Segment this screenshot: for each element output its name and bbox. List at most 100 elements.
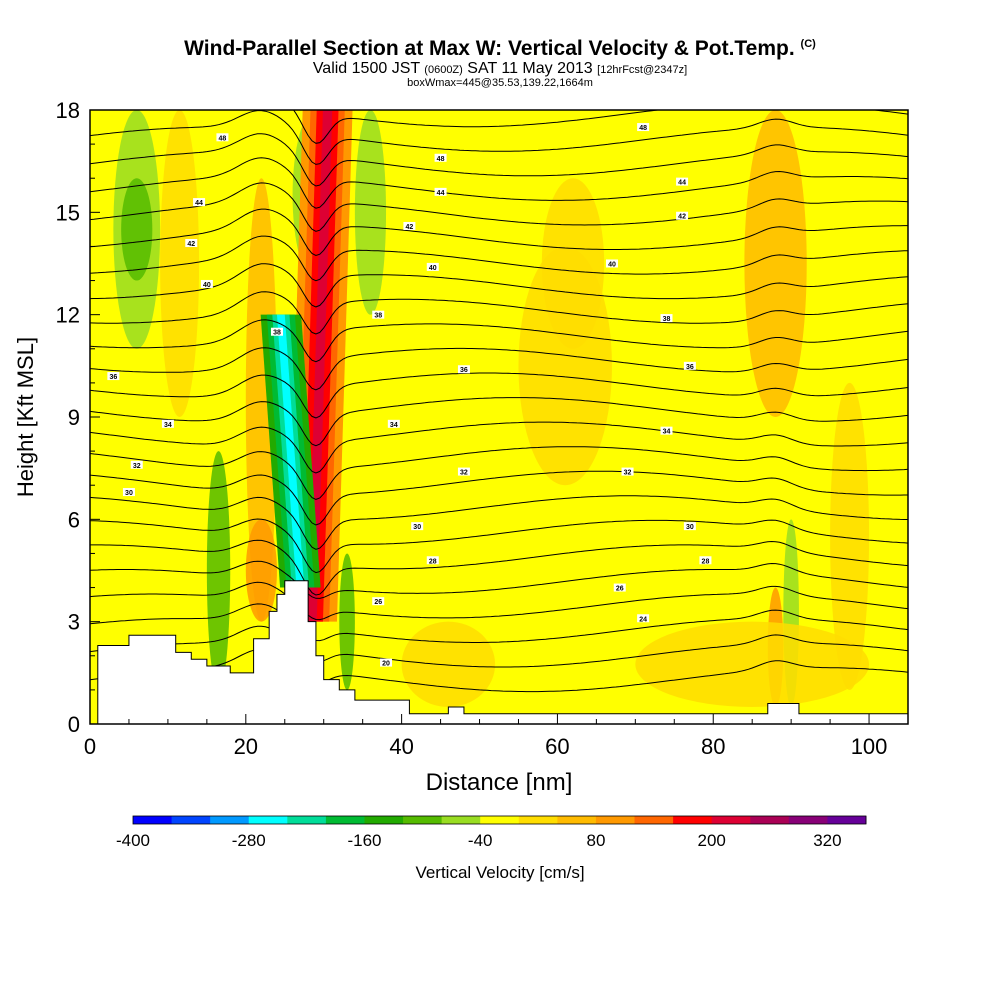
contour-label-bg-10 (426, 262, 439, 271)
velocity-blob-8 (744, 110, 807, 417)
colorbar-frame (132, 815, 867, 825)
colorbar: -400 -280 -160 -40 80 200 320 (116, 815, 867, 850)
colorbar-swatch-12 (595, 816, 636, 824)
colorbar-swatch-14 (673, 816, 713, 824)
colorbar-swatch-16 (750, 816, 790, 824)
velocity-blob-1 (121, 178, 153, 281)
velocity-blob-7 (541, 178, 605, 349)
colorbar-swatch-15 (711, 816, 751, 824)
contour-label-3: 44 (437, 190, 445, 197)
isentrope-22 (90, 110, 908, 165)
isentrope-18 (90, 208, 908, 257)
contour-label-30: 26 (374, 599, 382, 606)
x-axis-label: Distance [nm] (426, 769, 573, 796)
isentrope-7 (90, 495, 908, 550)
contour-label-bg-7 (676, 211, 689, 220)
contour-label-14: 38 (273, 330, 281, 337)
contour-label-0: 48 (219, 135, 227, 142)
colorbar-swatch-8 (441, 816, 481, 824)
contour-label-bg-14 (270, 327, 283, 336)
isentrope-17 (90, 235, 908, 282)
contour-label-bg-18 (161, 419, 174, 428)
contour-label-bg-32 (380, 658, 393, 667)
colorbar-tick-label-3: -40 (468, 831, 493, 850)
contour-label-bg-24 (122, 488, 135, 497)
colorbar-tick-label-2: -160 (347, 831, 381, 850)
y-tick-label-6: 18 (56, 98, 80, 123)
contour-label-9: 40 (203, 282, 211, 289)
contour-label-bg-20 (660, 426, 673, 435)
contour-label-27: 28 (429, 558, 437, 565)
x-tick-label-5: 100 (851, 734, 888, 759)
colorbar-swatch-9 (480, 816, 520, 824)
contour-label-bg-30 (372, 597, 385, 606)
colorbar-swatch-17 (788, 816, 828, 824)
colorbar-swatch-4 (287, 816, 327, 824)
contour-label-11: 40 (608, 262, 616, 269)
contour-label-23: 32 (624, 470, 632, 477)
contour-label-bg-6 (403, 221, 416, 230)
contour-label-bg-16 (457, 365, 470, 374)
isentrope-1 (90, 625, 908, 668)
contour-label-bg-0 (216, 133, 229, 142)
colorbar-tick-label-6: 320 (813, 831, 841, 850)
contour-label-bg-26 (683, 522, 696, 531)
colorbar-tick-label-4: 80 (586, 831, 605, 850)
y-tick-label-1: 3 (68, 610, 80, 635)
contour-label-17: 36 (686, 364, 694, 371)
terrain-profile (90, 580, 909, 725)
copyright-mark: (C) (800, 38, 816, 50)
contour-label-bg-25 (411, 522, 424, 531)
isentrope-3 (90, 581, 908, 621)
contour-label-bg-5 (193, 198, 206, 207)
velocity-blob-16 (635, 621, 870, 707)
colorbar-swatch-7 (403, 816, 443, 824)
contour-label-19: 34 (390, 422, 398, 429)
contour-label-bg-27 (426, 556, 439, 565)
contour-label-22: 32 (460, 470, 468, 477)
velocity-blob-3 (245, 178, 277, 622)
contour-label-29: 26 (616, 586, 624, 593)
contour-label-4: 44 (678, 180, 686, 187)
contour-label-bg-28 (699, 556, 712, 565)
contour-label-16: 36 (460, 367, 468, 374)
velocity-blob-15 (401, 621, 496, 707)
velocity-blob-14 (245, 519, 277, 622)
contour-label-6: 42 (406, 224, 414, 231)
contour-label-28: 28 (702, 558, 710, 565)
isentrope-19 (90, 182, 908, 232)
isentrope-20 (90, 157, 908, 209)
contour-label-bg-15 (107, 372, 120, 381)
isentrope-2 (90, 603, 908, 643)
isentrope-13 (90, 347, 908, 391)
isentrope-5 (90, 539, 908, 596)
colorbar-swatch-18 (827, 816, 867, 824)
isentrope-0 (90, 648, 908, 693)
colorbar-swatch-1 (171, 816, 211, 824)
isentrope-11 (90, 397, 908, 447)
y-tick-label-3: 9 (68, 405, 80, 430)
contour-label-10: 40 (429, 265, 437, 272)
x-tick-label-3: 60 (545, 734, 569, 759)
y-tick-label-2: 6 (68, 507, 80, 532)
colorbar-swatch-6 (364, 816, 404, 824)
contour-label-bg-19 (387, 419, 400, 428)
contour-label-25: 30 (413, 524, 421, 531)
y-axis-label: Height [Kft MSL] (13, 337, 38, 497)
colorbar-swatch-11 (557, 816, 597, 824)
colorbar-title: Vertical Velocity [cm/s] (415, 863, 585, 882)
downdraft-band-3 (276, 314, 305, 588)
isentrope-21 (90, 133, 908, 187)
contour-label-bg-8 (185, 239, 198, 248)
terrain-fill (90, 580, 909, 725)
contour-label-bg-2 (637, 123, 650, 132)
contour-label-bg-31 (637, 614, 650, 623)
x-tick-label-2: 40 (389, 734, 413, 759)
y-tick-label-0: 0 (68, 712, 80, 737)
contour-label-bg-22 (457, 467, 470, 476)
contour-label-2: 48 (639, 125, 647, 132)
contour-label-bg-23 (621, 467, 634, 476)
contour-label-bg-3 (434, 187, 447, 196)
